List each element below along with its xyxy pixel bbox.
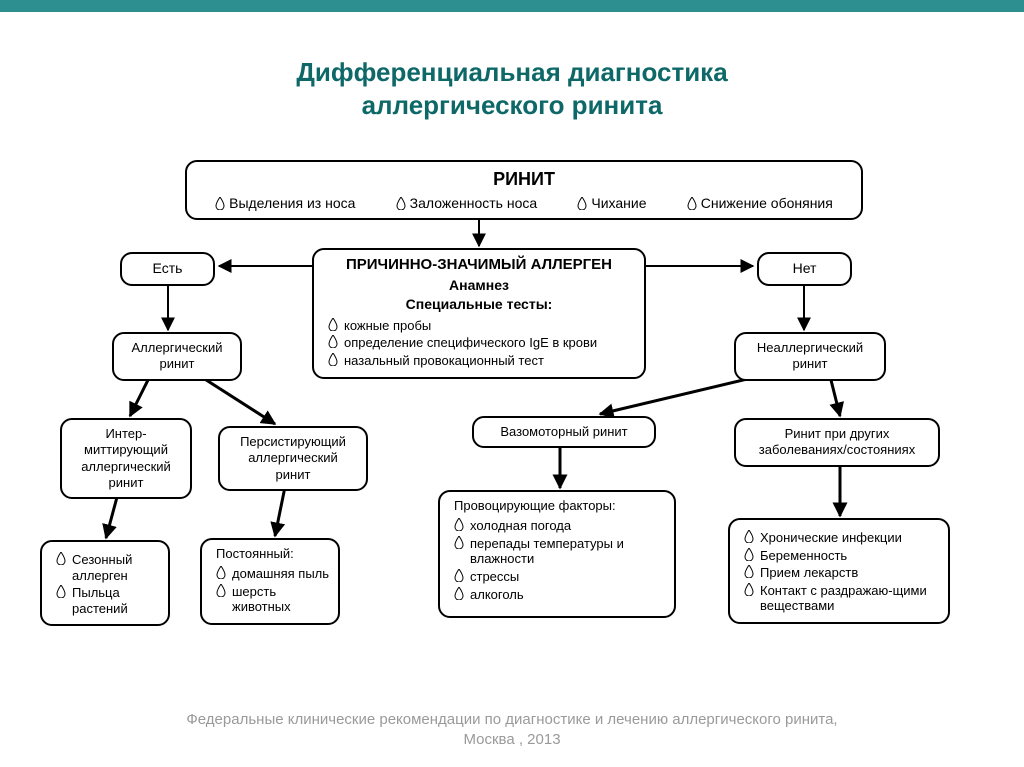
node-nonallergic-rhinitis: Неаллергическийринит [734, 332, 886, 381]
constant-bullets: домашняя пыль шерсть животных [210, 566, 330, 615]
symptom-item: Заложенность носа [396, 195, 538, 213]
bullet-item: Хронические инфекции [744, 530, 940, 546]
bullet-item: назальный провокационный тест [328, 353, 636, 369]
bullet-item: стрессы [454, 569, 666, 585]
node-allergic-rhinitis: Аллергическийринит [112, 332, 242, 381]
bullet-item: Контакт с раздражаю-щими веществами [744, 583, 940, 614]
footer-citation: Федеральные клинические рекомендации по … [0, 710, 1024, 749]
page-title: Дифференциальная диагностика аллергическ… [0, 56, 1024, 121]
title-line2: аллергического ринита [362, 90, 663, 120]
node-intermittent: Интер-миттирующийаллергическийринит [60, 418, 192, 499]
allergen-sub1: Анамнез [322, 277, 636, 295]
chronic-bullets: Хронические инфекции БеременностьПрием ле… [738, 530, 940, 614]
bullet-item: алкоголь [454, 587, 666, 603]
node-other-diseases: Ринит при другихзаболеваниях/состояниях [734, 418, 940, 467]
provok-title: Провоцирующие факторы: [448, 498, 666, 514]
symptom-item: Снижение обоняния [687, 195, 833, 213]
seasonal-bullets: Сезонный аллергенПыльца растений [50, 552, 160, 616]
bullet-item: кожные пробы [328, 318, 636, 334]
node-allergen: ПРИЧИННО-ЗНАЧИМЫЙ АЛЛЕРГЕН Анамнез Специ… [312, 248, 646, 379]
node-yes: Есть [120, 252, 215, 286]
node-constant: Постоянный: домашняя пыль шерсть животных [200, 538, 340, 625]
bullet-item: Пыльца растений [56, 585, 160, 616]
bullet-item: определение специфического IgE в крови [328, 335, 636, 351]
rinit-symptoms: Выделения из носа Заложенность носа Чихани… [195, 195, 853, 213]
bullet-item: Прием лекарств [744, 565, 940, 581]
bullet-item: домашняя пыль [216, 566, 330, 582]
no-label: Нет [793, 260, 817, 276]
top-bar [0, 0, 1024, 12]
node-seasonal: Сезонный аллергенПыльца растений [40, 540, 170, 626]
node-no: Нет [757, 252, 852, 286]
footer-line2: Москва , 2013 [463, 731, 560, 748]
symptom-item: Чихание [577, 195, 646, 213]
node-rinit: РИНИТ Выделения из носа Заложенность носа… [185, 160, 863, 220]
bullet-item: Сезонный аллерген [56, 552, 160, 583]
node-persistent: Персистирующийаллергическийринит [218, 426, 368, 491]
rinit-title: РИНИТ [195, 168, 853, 191]
allergen-title: ПРИЧИННО-ЗНАЧИМЫЙ АЛЛЕРГЕН [322, 256, 636, 275]
footer-line1: Федеральные клинические рекомендации по … [186, 711, 837, 728]
provok-bullets: холодная погода перепады температуры и вл… [448, 518, 666, 602]
flowchart-canvas: РИНИТ Выделения из носа Заложенность носа… [40, 160, 984, 690]
yes-label: Есть [153, 260, 183, 276]
bullet-item: холодная погода [454, 518, 666, 534]
bullet-item: Беременность [744, 548, 940, 564]
symptom-item: Выделения из носа [215, 195, 355, 213]
bullet-item: шерсть животных [216, 584, 330, 615]
bullet-item: перепады температуры и влажности [454, 536, 666, 567]
node-chronic: Хронические инфекции БеременностьПрием ле… [728, 518, 950, 624]
title-line1: Дифференциальная диагностика [296, 57, 727, 87]
allergen-bullets: кожные пробыопределение специфического I… [322, 318, 636, 369]
node-vasomotor: Вазомоторный ринит [472, 416, 656, 448]
constant-title: Постоянный: [210, 546, 330, 562]
node-provoking-factors: Провоцирующие факторы: холодная погода пе… [438, 490, 676, 618]
allergen-sub2: Специальные тесты: [322, 296, 636, 314]
